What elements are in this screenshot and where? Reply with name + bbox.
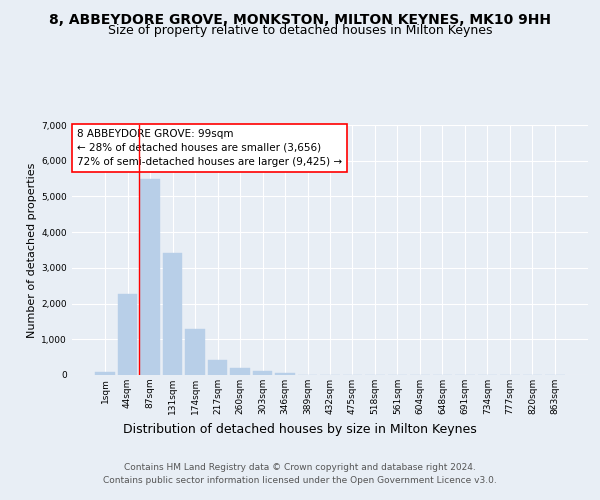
Bar xyxy=(95,372,115,375)
Bar xyxy=(140,180,160,375)
Bar xyxy=(185,328,205,375)
Bar xyxy=(163,253,182,375)
Text: Contains HM Land Registry data © Crown copyright and database right 2024.: Contains HM Land Registry data © Crown c… xyxy=(124,462,476,471)
Bar xyxy=(230,368,250,375)
Bar xyxy=(118,294,137,375)
Text: Size of property relative to detached houses in Milton Keynes: Size of property relative to detached ho… xyxy=(108,24,492,37)
Text: Distribution of detached houses by size in Milton Keynes: Distribution of detached houses by size … xyxy=(123,422,477,436)
Text: 8, ABBEYDORE GROVE, MONKSTON, MILTON KEYNES, MK10 9HH: 8, ABBEYDORE GROVE, MONKSTON, MILTON KEY… xyxy=(49,12,551,26)
Bar xyxy=(208,360,227,375)
Bar xyxy=(253,372,272,375)
Y-axis label: Number of detached properties: Number of detached properties xyxy=(27,162,37,338)
Text: 8 ABBEYDORE GROVE: 99sqm
← 28% of detached houses are smaller (3,656)
72% of sem: 8 ABBEYDORE GROVE: 99sqm ← 28% of detach… xyxy=(77,128,342,167)
Text: Contains public sector information licensed under the Open Government Licence v3: Contains public sector information licen… xyxy=(103,476,497,485)
Bar xyxy=(275,373,295,375)
